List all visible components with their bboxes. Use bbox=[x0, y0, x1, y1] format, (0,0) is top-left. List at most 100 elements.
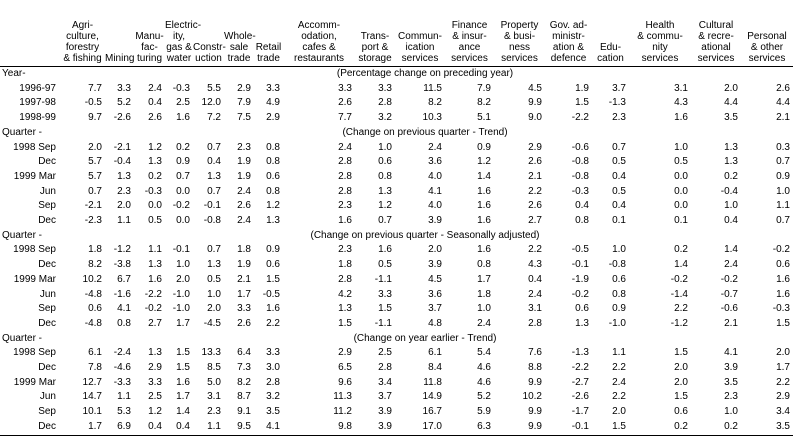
cell: 0.7 bbox=[776, 156, 790, 168]
cell: -1.1 bbox=[374, 317, 392, 329]
cell: -2.2 bbox=[144, 288, 162, 300]
cell: 5.1 bbox=[477, 112, 491, 124]
header-line: services bbox=[501, 53, 538, 64]
row-label: Sep bbox=[38, 303, 56, 315]
cell: -1.0 bbox=[172, 303, 190, 315]
cell: -1.3 bbox=[608, 97, 626, 109]
cell: 1.6 bbox=[176, 112, 190, 124]
cell: 2.8 bbox=[338, 273, 352, 285]
row-label: Sep bbox=[38, 406, 56, 418]
cell: 10.1 bbox=[82, 406, 102, 418]
cell: 1.8 bbox=[338, 259, 352, 271]
cell: 3.9 bbox=[428, 215, 442, 227]
header-line: & fishing bbox=[63, 53, 102, 64]
cell: 0.5 bbox=[378, 259, 392, 271]
cell: 1.1 bbox=[776, 200, 790, 212]
header-line: Finance bbox=[451, 20, 488, 31]
cell: 7.9 bbox=[477, 82, 491, 94]
cell: 3.9 bbox=[428, 259, 442, 271]
header-line: ministr- bbox=[552, 31, 585, 42]
cell: 1.5 bbox=[776, 317, 790, 329]
cell: 0.8 bbox=[477, 259, 491, 271]
cell: 10.3 bbox=[422, 112, 442, 124]
cell: 4.1 bbox=[254, 419, 283, 436]
row-label: Dec bbox=[38, 259, 56, 271]
cell: 1.6 bbox=[477, 215, 491, 227]
cell: 0.2 bbox=[674, 244, 688, 256]
cell: 2.2 bbox=[528, 185, 542, 197]
cell: 6.4 bbox=[237, 347, 251, 359]
cell: 1.6 bbox=[148, 273, 162, 285]
cell: 3.9 bbox=[355, 419, 395, 436]
cell: 1.3 bbox=[338, 303, 352, 315]
data-row: 1999 Mar 10.2 6.7 1.6 2.0 0.5 2.1 1.5 2.8 -1.1 4.5… bbox=[0, 273, 793, 288]
cell: 1.6 bbox=[776, 288, 790, 300]
cell: 3.5 bbox=[724, 112, 738, 124]
cell: 3.2 bbox=[378, 112, 392, 124]
cell: 1.5 bbox=[176, 362, 190, 374]
cell: 2.1 bbox=[237, 273, 251, 285]
data-row: Dec 8.2 -3.8 1.3 1.0 1.3 1.9 0.6 1.8 0.5 3.9 0.8 4.3… bbox=[0, 258, 793, 273]
cell: 0.8 bbox=[266, 156, 280, 168]
cell: 3.4 bbox=[378, 376, 392, 388]
column-header: Finance & insur-ance services bbox=[445, 0, 494, 67]
cell: -4.8 bbox=[84, 288, 102, 300]
cell: -0.3 bbox=[144, 185, 162, 197]
cell: -0.8 bbox=[571, 156, 589, 168]
cell: 1.4 bbox=[674, 259, 688, 271]
header-line: port & bbox=[361, 42, 389, 53]
cell: 2.0 bbox=[88, 141, 102, 153]
column-header: Mining bbox=[105, 0, 134, 67]
cell: 1.1 bbox=[193, 419, 224, 436]
cell: 1.6 bbox=[477, 185, 491, 197]
cell: 4.6 bbox=[477, 362, 491, 374]
data-row: 1996-97 7.7 3.3 2.4 -0.3 5.5 2.9 3.3 3.3 3.3 11.5 7… bbox=[0, 82, 793, 97]
cell: 5.4 bbox=[477, 347, 491, 359]
cell: 1.6 bbox=[477, 200, 491, 212]
cell: 1.9 bbox=[237, 170, 251, 182]
cell: 3.4 bbox=[776, 406, 790, 418]
cell: 3.7 bbox=[612, 82, 626, 94]
cell: 0.8 bbox=[266, 141, 280, 153]
cell: -1.0 bbox=[608, 317, 626, 329]
column-header: Trans-port & storage bbox=[355, 0, 395, 67]
cell: 10.2 bbox=[82, 273, 102, 285]
cell: 5.0 bbox=[207, 376, 221, 388]
header-line: & busi- bbox=[503, 31, 536, 42]
cell: 5.9 bbox=[477, 406, 491, 418]
cell: -1.9 bbox=[571, 273, 589, 285]
cell: 4.0 bbox=[428, 200, 442, 212]
cell: 2.0 bbox=[176, 273, 190, 285]
cell: 13.3 bbox=[201, 347, 221, 359]
cell: 3.1 bbox=[674, 82, 688, 94]
cell: 1.1 bbox=[117, 215, 131, 227]
cell: 0.4 bbox=[724, 215, 738, 227]
cell: 1.2 bbox=[148, 141, 162, 153]
data-row: 1998 Sep 2.0 -2.1 1.2 0.2 0.7 2.3 0.8 2.4 1.0 2.4 0… bbox=[0, 141, 793, 156]
column-header: Property & busi-ness services bbox=[494, 0, 545, 67]
section-row: Quarter - (Change on year earlier - Trend… bbox=[0, 332, 793, 347]
cell: 1.2 bbox=[378, 200, 392, 212]
cell: 5.3 bbox=[117, 406, 131, 418]
cell: 0.0 bbox=[674, 200, 688, 212]
cell: 2.2 bbox=[674, 303, 688, 315]
header-line: Trans- bbox=[360, 31, 390, 42]
cell: 1.3 bbox=[575, 317, 589, 329]
cell: -1.7 bbox=[571, 406, 589, 418]
cell: 2.8 bbox=[378, 97, 392, 109]
header-line: ity, gas & bbox=[166, 31, 192, 53]
header-line: ness bbox=[508, 42, 531, 53]
header-line: services bbox=[451, 53, 488, 64]
section-row: Quarter - (Change on previous quarter - T… bbox=[0, 126, 793, 141]
cell: 1.5 bbox=[266, 273, 280, 285]
cell: 11.2 bbox=[333, 406, 352, 418]
cell: 2.8 bbox=[266, 376, 280, 388]
cell: 2.4 bbox=[477, 317, 491, 329]
cell: 1.3 bbox=[207, 170, 221, 182]
column-header: Electric-ity, gas & water bbox=[165, 0, 201, 67]
cell: 1.0 bbox=[724, 200, 738, 212]
cell: 0.2 bbox=[148, 170, 162, 182]
cell: -0.2 bbox=[772, 244, 790, 256]
cell: 4.8 bbox=[428, 317, 442, 329]
cell: 0.5 bbox=[612, 185, 626, 197]
